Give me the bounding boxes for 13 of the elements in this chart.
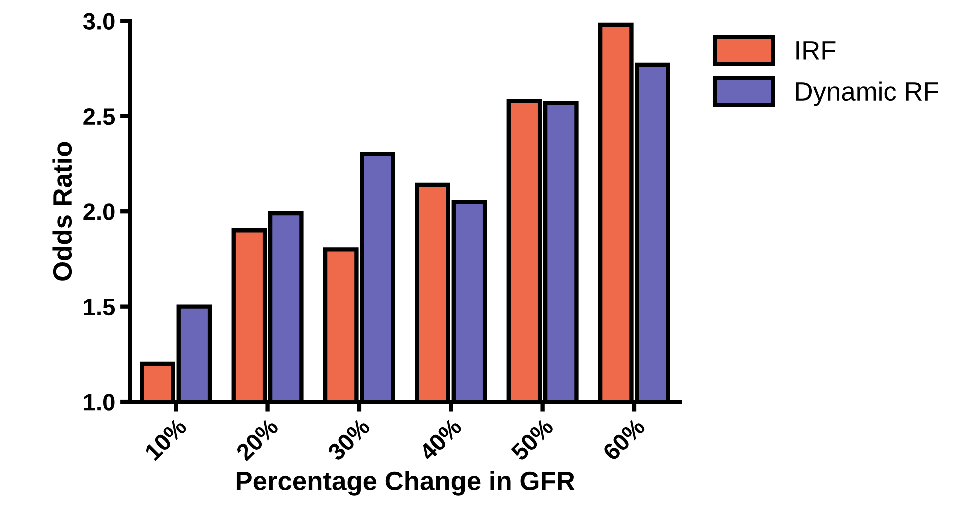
y-tick-label: 1.0 bbox=[84, 394, 115, 411]
y-axis-title: Odds Ratio bbox=[52, 142, 72, 281]
y-tick-label: 3.0 bbox=[83, 13, 115, 30]
legend-label: IRF bbox=[796, 42, 836, 60]
y-tick-label: 2.0 bbox=[84, 204, 115, 220]
x-tick-label: 50% bbox=[510, 418, 555, 462]
y-tick-label: 2.5 bbox=[84, 108, 116, 126]
x-tick-label: 60% bbox=[602, 418, 646, 462]
legend-label: Dynamic RF bbox=[796, 82, 938, 106]
x-axis-title: Percentage Change in GFR bbox=[236, 471, 575, 496]
x-tick-label: 30% bbox=[326, 418, 372, 462]
y-tick-label: 1.5 bbox=[84, 299, 116, 316]
x-tick-label: 40% bbox=[418, 418, 463, 462]
